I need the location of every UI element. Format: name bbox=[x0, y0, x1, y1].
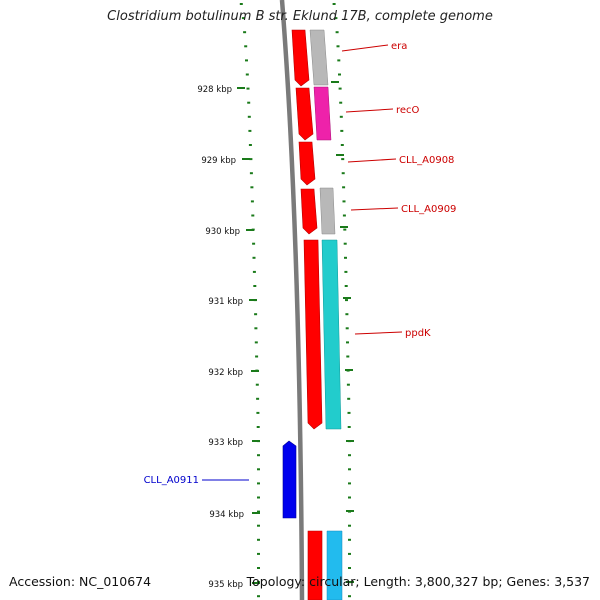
gene-label-era: era bbox=[391, 41, 407, 52]
right-major-ticks bbox=[331, 81, 354, 583]
feature-cll-a0909 bbox=[319, 187, 336, 235]
gene-label-cll-a0908: CLL_A0908 bbox=[399, 155, 454, 166]
genome-title: Clostridium botulinum B str. Eklund 17B,… bbox=[107, 9, 493, 24]
scale-label-934: 934 kbp bbox=[209, 510, 244, 520]
scale-label-928: 928 kbp bbox=[197, 85, 232, 95]
gene-cll-a0911-arrow bbox=[282, 440, 297, 519]
gene-cll-a0908-arrow bbox=[298, 141, 316, 186]
scale-928: 928 kbp bbox=[197, 85, 245, 95]
scale-934: 934 kbp bbox=[209, 510, 260, 520]
scale-label-932: 932 kbp bbox=[208, 368, 243, 378]
gene-ppdk-arrow bbox=[303, 239, 323, 430]
genome-backbone bbox=[279, 0, 305, 600]
scale-930: 930 kbp bbox=[205, 227, 254, 237]
gene-label-cll-a0909: CLL_A0909 bbox=[401, 204, 456, 215]
gene-arrows-forward bbox=[291, 29, 323, 600]
gene-label-ppdk: ppdK bbox=[405, 328, 431, 339]
accession-text: Accession: NC_010674 bbox=[9, 574, 152, 589]
scale-label-929: 929 kbp bbox=[201, 156, 236, 166]
scale-label-931: 931 kbp bbox=[208, 297, 243, 307]
scale-929: 929 kbp bbox=[201, 156, 250, 166]
feature-ppdk bbox=[321, 239, 342, 430]
gene-label-recO: recO bbox=[396, 105, 420, 116]
gene-next-arrow bbox=[307, 530, 323, 600]
feature-bars bbox=[309, 29, 343, 600]
scale-label-933: 933 kbp bbox=[208, 438, 243, 448]
gene-era-arrow bbox=[291, 29, 310, 87]
scale-931: 931 kbp bbox=[208, 297, 257, 307]
scale-935: 935 kbp bbox=[208, 580, 260, 590]
feature-era bbox=[309, 29, 329, 86]
feature-recO bbox=[313, 86, 332, 141]
scale-933: 933 kbp bbox=[208, 438, 260, 448]
summary-text: Topology: circular; Length: 3,800,327 bp… bbox=[246, 574, 590, 589]
feature-next bbox=[326, 530, 343, 600]
gene-leader-lines bbox=[202, 44, 403, 481]
gene-recO-arrow bbox=[295, 87, 314, 141]
scale-label-930: 930 kbp bbox=[205, 227, 240, 237]
gene-label-cll-a0911: CLL_A0911 bbox=[144, 475, 199, 486]
scale-label-935: 935 kbp bbox=[208, 580, 243, 590]
gene-cll-a0909-arrow bbox=[300, 188, 318, 235]
scale-932: 932 kbp bbox=[208, 368, 259, 378]
